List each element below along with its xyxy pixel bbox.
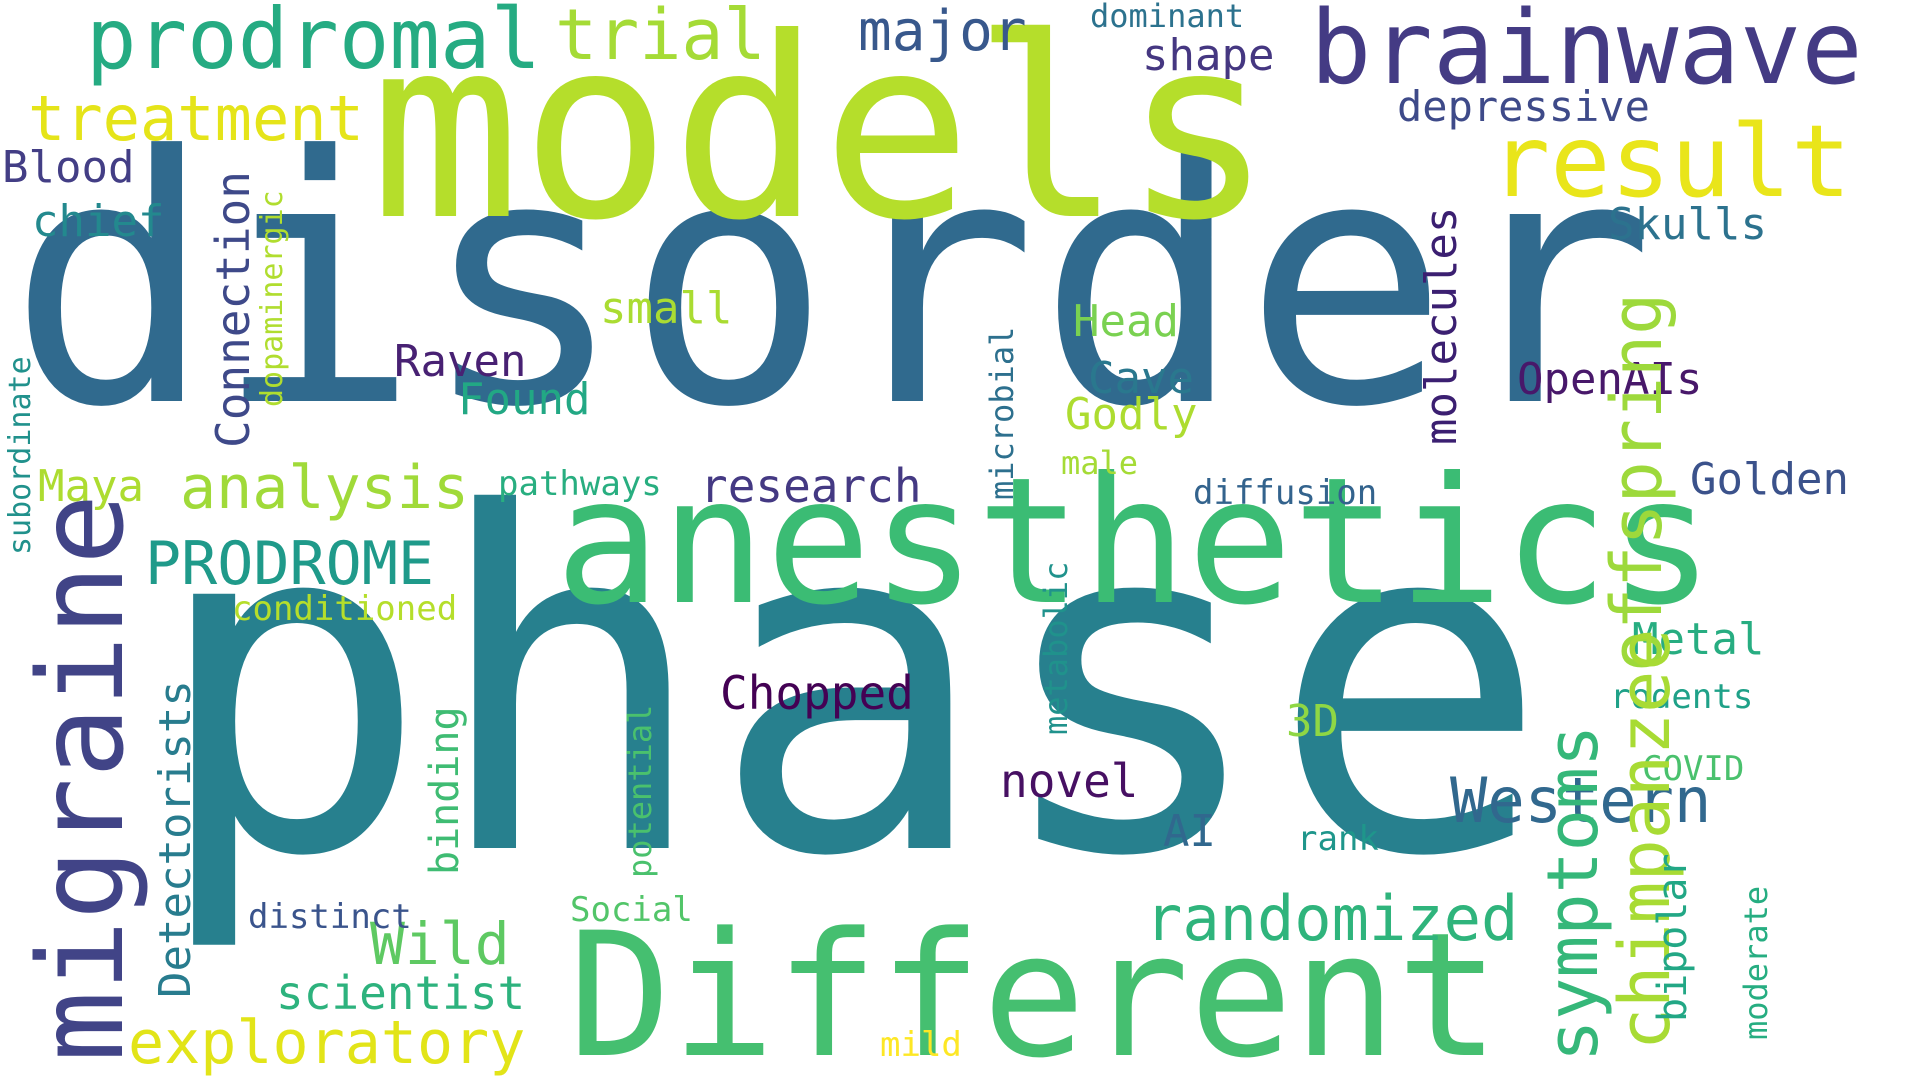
word-connection: Connection bbox=[206, 171, 260, 448]
word-mild: mild bbox=[880, 1025, 962, 1065]
word-metabolic: metabolic bbox=[1037, 561, 1075, 735]
word-microbial: microbial bbox=[983, 326, 1021, 500]
word-covid: COVID bbox=[1642, 749, 1745, 789]
word-shape: shape bbox=[1142, 30, 1275, 81]
word-potential: potential bbox=[621, 704, 659, 878]
word-chief: chief bbox=[32, 196, 165, 247]
word-prodrome: PRODROME bbox=[145, 529, 434, 599]
word-research: research bbox=[700, 459, 922, 513]
word-maya: Maya bbox=[38, 461, 144, 512]
word-models: models bbox=[370, 0, 1274, 275]
word-male: male bbox=[1061, 444, 1139, 482]
word-openais: OpenAIs bbox=[1517, 354, 1703, 405]
word-skulls: Skulls bbox=[1608, 199, 1767, 250]
word-small: small bbox=[600, 283, 733, 334]
word-rank: rank bbox=[1297, 819, 1379, 859]
word-golden: Golden bbox=[1690, 454, 1849, 505]
word-cave: Cave bbox=[1088, 353, 1194, 404]
word-different: Different bbox=[568, 895, 1500, 1080]
word-blood: Blood bbox=[2, 142, 135, 193]
word-3d: 3D bbox=[1286, 696, 1339, 747]
word-wild: Wild bbox=[370, 910, 510, 978]
word-disorder: disorder bbox=[8, 84, 1656, 482]
word-depressive: depressive bbox=[1397, 82, 1650, 131]
word-molecules: molecules bbox=[1416, 206, 1467, 445]
word-binding: binding bbox=[422, 706, 468, 875]
word-prodromal: prodromal bbox=[86, 0, 542, 88]
word-offspring: offspring bbox=[1596, 292, 1678, 672]
word-scientist: scientist bbox=[276, 966, 526, 1020]
word-detectorists: Detectorists bbox=[150, 680, 201, 998]
word-dominant: dominant bbox=[1090, 0, 1245, 35]
word-social: Social bbox=[570, 890, 693, 930]
word-conditioned: conditioned bbox=[232, 589, 458, 629]
word-randomized: randomized bbox=[1145, 882, 1519, 955]
word-subordinate: subordinate bbox=[3, 356, 38, 555]
word-treatment: treatment bbox=[28, 82, 364, 155]
word-moderate: moderate bbox=[1737, 885, 1775, 1040]
word-dopaminergic: dopaminergic bbox=[255, 190, 290, 407]
word-western: Western bbox=[1450, 764, 1712, 837]
word-brainwave: brainwave bbox=[1310, 0, 1863, 108]
word-novel: novel bbox=[1000, 754, 1139, 808]
word-rodents: rodents bbox=[1610, 677, 1754, 717]
word-migraine: migraine bbox=[12, 493, 150, 1062]
word-head: Head bbox=[1073, 296, 1179, 347]
word-analysis: analysis bbox=[180, 453, 469, 523]
word-phase: phase bbox=[150, 416, 1550, 958]
word-ai: AI bbox=[1163, 806, 1216, 857]
word-trial: trial bbox=[555, 0, 766, 76]
word-pathways: pathways bbox=[498, 464, 662, 504]
word-symptoms: symptoms bbox=[1532, 724, 1614, 1062]
word-godly: Godly bbox=[1065, 389, 1198, 440]
word-bipolar: bipolar bbox=[1650, 853, 1696, 1022]
word-major: major bbox=[858, 0, 1027, 64]
word-raven: Raven bbox=[394, 336, 527, 387]
word-exploratory: exploratory bbox=[128, 1008, 526, 1078]
word-anesthetics: anesthetics bbox=[555, 441, 1714, 644]
word-result: result bbox=[1490, 103, 1852, 220]
word-distinct: distinct bbox=[248, 897, 412, 937]
word-found: Found bbox=[458, 374, 591, 425]
word-chopped: Chopped bbox=[720, 666, 914, 720]
word-diffusion: diffusion bbox=[1193, 473, 1378, 513]
word-metal: Metal bbox=[1632, 614, 1765, 665]
